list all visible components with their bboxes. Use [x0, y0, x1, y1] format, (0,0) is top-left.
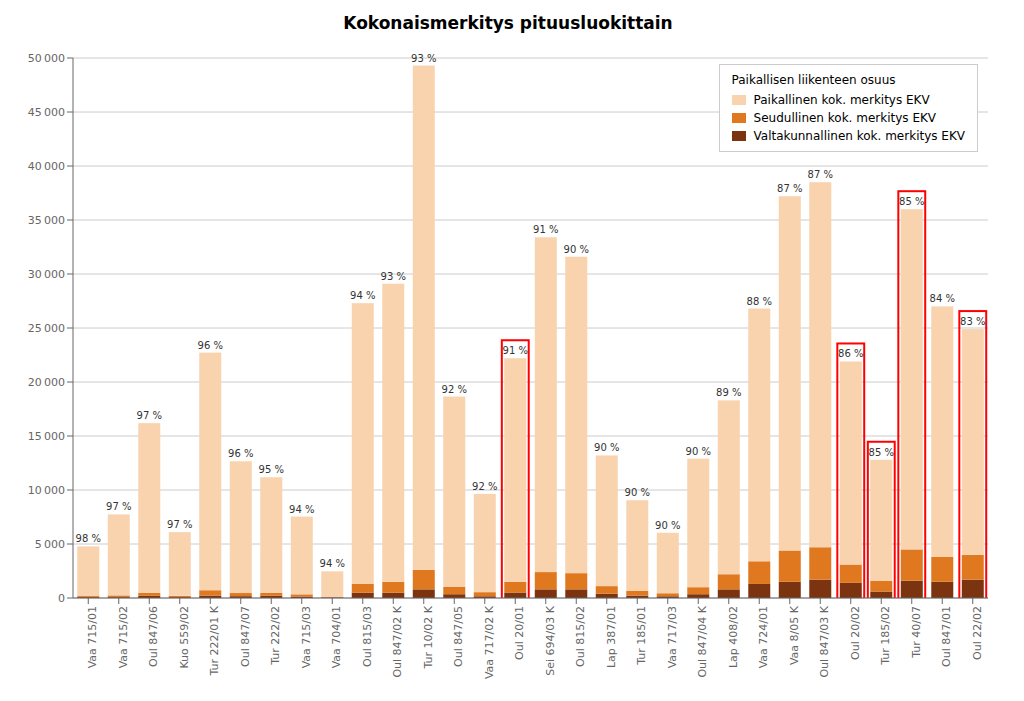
svg-text:85 %: 85 % [869, 447, 894, 458]
svg-text:Oul 20/02: Oul 20/02 [849, 606, 862, 660]
html-text:Seudullinen kok. merkitys EKV: Seudullinen kok. merkitys EKV [753, 111, 937, 125]
svg-text:15 000: 15 000 [28, 430, 65, 443]
svg-text:90 %: 90 % [655, 520, 680, 531]
svg-text:25 000: 25 000 [28, 322, 65, 335]
html-text:Kokonaismerkitys pituusluokitt: Kokonaismerkitys pituusluokittain [343, 13, 673, 33]
svg-text:20 000: 20 000 [28, 376, 65, 389]
svg-text:85 %: 85 % [899, 196, 924, 207]
svg-text:Vaa 715/02: Vaa 715/02 [117, 606, 130, 668]
svg-text:Oul 847/07: Oul 847/07 [239, 606, 252, 667]
svg-text:Vaa 717/02 K: Vaa 717/02 K [483, 605, 496, 679]
svg-text:Tur 222/02: Tur 222/02 [269, 606, 282, 666]
html-text:Valtakunnallinen kok. merkitys: Valtakunnallinen kok. merkitys EKV [753, 129, 965, 143]
svg-text:90 %: 90 % [564, 244, 589, 255]
svg-text:Vaa 717/03: Vaa 717/03 [666, 606, 679, 668]
svg-text:91 %: 91 % [533, 224, 558, 235]
svg-text:Oul 847/03 K: Oul 847/03 K [818, 605, 831, 677]
svg-text:Lap 387/01: Lap 387/01 [605, 606, 618, 668]
svg-text:90 %: 90 % [625, 487, 650, 498]
svg-text:90 %: 90 % [594, 442, 619, 453]
svg-text:Oul 847/01: Oul 847/01 [940, 606, 953, 667]
svg-text:93 %: 93 % [411, 53, 436, 64]
svg-text:5 000: 5 000 [35, 538, 65, 551]
svg-text:45 000: 45 000 [28, 106, 65, 119]
svg-text:97 %: 97 % [167, 519, 192, 530]
svg-text:50 000: 50 000 [28, 52, 65, 65]
svg-text:Kuo 559/02: Kuo 559/02 [178, 606, 191, 669]
svg-text:10 000: 10 000 [28, 484, 65, 497]
svg-text:Tur 40/07: Tur 40/07 [910, 606, 923, 659]
svg-text:90 %: 90 % [686, 446, 711, 457]
html-text:Paikallisen liikenteen osuus: Paikallisen liikenteen osuus [731, 73, 896, 87]
svg-text:94 %: 94 % [350, 290, 375, 301]
svg-text:92 %: 92 % [472, 481, 497, 492]
svg-text:92 %: 92 % [442, 384, 467, 395]
svg-text:Vaa 704/01: Vaa 704/01 [330, 606, 343, 668]
svg-text:86 %: 86 % [838, 348, 863, 359]
svg-text:96 %: 96 % [228, 448, 253, 459]
svg-text:Oul 847/04 K: Oul 847/04 K [696, 605, 709, 677]
svg-text:91 %: 91 % [503, 345, 528, 356]
svg-text:Tur 10/02 K: Tur 10/02 K [422, 605, 435, 669]
svg-text:94 %: 94 % [320, 558, 345, 569]
svg-text:89 %: 89 % [716, 387, 741, 398]
svg-text:Oul 847/05: Oul 847/05 [452, 606, 465, 667]
svg-text:94 %: 94 % [289, 504, 314, 515]
svg-text:87 %: 87 % [777, 183, 802, 194]
svg-text:Tur 222/01 K: Tur 222/01 K [208, 605, 221, 676]
svg-text:Tur 185/02: Tur 185/02 [879, 606, 892, 666]
svg-text:95 %: 95 % [259, 464, 284, 475]
svg-text:87 %: 87 % [808, 169, 833, 180]
svg-text:Lap 408/02: Lap 408/02 [727, 606, 740, 668]
svg-text:Vaa 715/03: Vaa 715/03 [300, 606, 313, 668]
svg-text:Oul 847/02 K: Oul 847/02 K [391, 605, 404, 677]
svg-text:Vaa 8/05 K: Vaa 8/05 K [788, 605, 801, 665]
svg-text:Sei 694/03 K: Sei 694/03 K [544, 605, 557, 675]
svg-text:Vaa 724/01: Vaa 724/01 [757, 606, 770, 668]
svg-text:Oul 847/06: Oul 847/06 [147, 606, 160, 667]
svg-text:97 %: 97 % [137, 410, 162, 421]
svg-text:84 %: 84 % [930, 293, 955, 304]
svg-text:96 %: 96 % [198, 340, 223, 351]
svg-text:Oul 20/01: Oul 20/01 [513, 606, 526, 660]
svg-text:40 000: 40 000 [28, 160, 65, 173]
svg-text:Oul 22/02: Oul 22/02 [971, 606, 984, 660]
svg-text:Oul 815/02: Oul 815/02 [574, 606, 587, 667]
svg-text:88 %: 88 % [747, 296, 772, 307]
svg-text:Tur 185/01: Tur 185/01 [635, 606, 648, 666]
svg-text:97 %: 97 % [106, 501, 131, 512]
svg-text:98 %: 98 % [76, 533, 101, 544]
svg-text:35 000: 35 000 [28, 214, 65, 227]
svg-text:0: 0 [58, 592, 65, 605]
svg-text:30 000: 30 000 [28, 268, 65, 281]
html-text:Paikallinen kok. merkitys EKV: Paikallinen kok. merkitys EKV [753, 93, 930, 107]
svg-text:93 %: 93 % [381, 271, 406, 282]
svg-text:Oul 815/03: Oul 815/03 [361, 606, 374, 667]
svg-text:83 %: 83 % [960, 316, 985, 327]
svg-text:Vaa 715/01: Vaa 715/01 [86, 606, 99, 668]
